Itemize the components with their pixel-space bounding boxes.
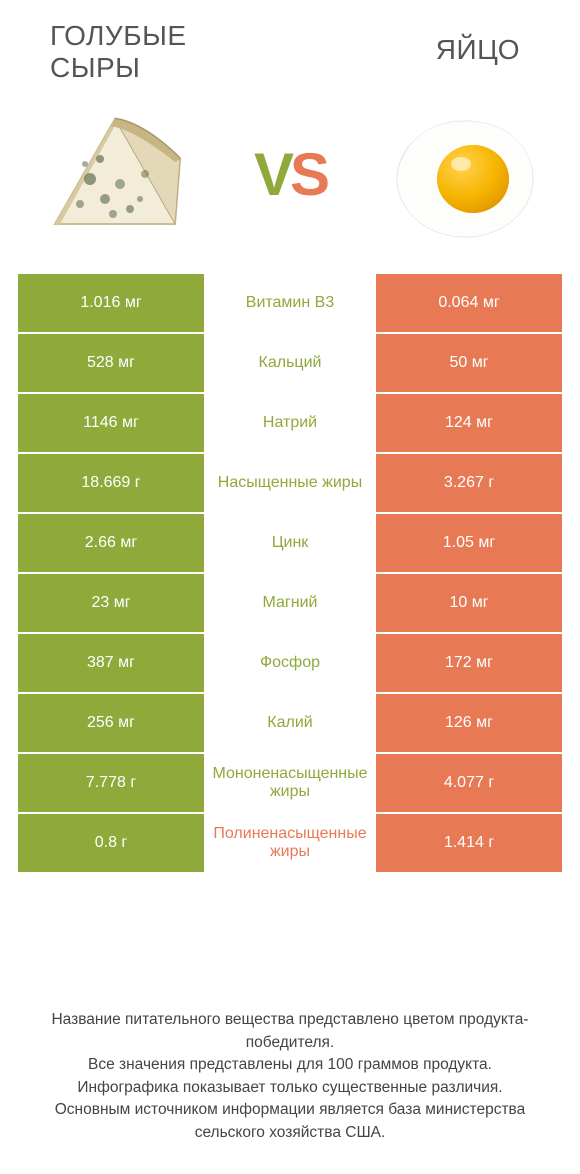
- right-product-title: ЯЙЦО: [285, 20, 540, 66]
- right-value: 1.05 мг: [376, 514, 562, 572]
- left-value: 2.66 мг: [18, 514, 204, 572]
- left-value: 0.8 г: [18, 814, 204, 872]
- right-value: 0.064 мг: [376, 274, 562, 332]
- nutrient-table: 1.016 мгВитамин B30.064 мг528 мгКальций5…: [0, 274, 580, 872]
- table-row: 528 мгКальций50 мг: [18, 334, 562, 392]
- left-value: 7.778 г: [18, 754, 204, 812]
- table-row: 1146 мгНатрий124 мг: [18, 394, 562, 452]
- right-value: 172 мг: [376, 634, 562, 692]
- vs-v: V: [254, 141, 290, 208]
- left-product-title: ГОЛУБЫЕСЫРЫ: [40, 20, 285, 84]
- nutrient-name: Насыщенные жиры: [204, 454, 376, 512]
- blue-cheese-icon: [30, 99, 200, 249]
- left-value: 256 мг: [18, 694, 204, 752]
- footer-line-3: Инфографика показывает только существенн…: [18, 1077, 562, 1099]
- nutrient-name: Цинк: [204, 514, 376, 572]
- left-value: 18.669 г: [18, 454, 204, 512]
- table-row: 7.778 гМононенасыщенные жиры4.077 г: [18, 754, 562, 812]
- footer-line-1: Название питательного вещества представл…: [18, 1009, 562, 1054]
- left-value: 528 мг: [18, 334, 204, 392]
- table-row: 23 мгМагний10 мг: [18, 574, 562, 632]
- footer-notes: Название питательного вещества представл…: [0, 1009, 580, 1144]
- left-value: 23 мг: [18, 574, 204, 632]
- nutrient-name: Натрий: [204, 394, 376, 452]
- right-value: 1.414 г: [376, 814, 562, 872]
- table-row: 256 мгКалий126 мг: [18, 694, 562, 752]
- left-value: 1146 мг: [18, 394, 204, 452]
- vs-s: S: [290, 141, 326, 208]
- nutrient-name: Калий: [204, 694, 376, 752]
- table-row: 387 мгФосфор172 мг: [18, 634, 562, 692]
- comparison-header: ГОЛУБЫЕСЫРЫ ЯЙЦО: [0, 0, 580, 84]
- right-value: 4.077 г: [376, 754, 562, 812]
- footer-line-4: Основным источником информации является …: [18, 1099, 562, 1144]
- table-row: 0.8 гПолиненасыщенные жиры1.414 г: [18, 814, 562, 872]
- right-value: 3.267 г: [376, 454, 562, 512]
- nutrient-name: Мононенасыщенные жиры: [204, 754, 376, 812]
- fried-egg-icon: [380, 99, 550, 249]
- right-value: 124 мг: [376, 394, 562, 452]
- right-value: 50 мг: [376, 334, 562, 392]
- nutrient-name: Кальций: [204, 334, 376, 392]
- images-row: VS: [0, 84, 580, 274]
- right-value: 126 мг: [376, 694, 562, 752]
- nutrient-name: Фосфор: [204, 634, 376, 692]
- footer-line-2: Все значения представлены для 100 граммо…: [18, 1054, 562, 1076]
- table-row: 2.66 мгЦинк1.05 мг: [18, 514, 562, 572]
- table-row: 18.669 гНасыщенные жиры3.267 г: [18, 454, 562, 512]
- nutrient-name: Витамин B3: [204, 274, 376, 332]
- nutrient-name: Полиненасыщенные жиры: [204, 814, 376, 872]
- nutrient-name: Магний: [204, 574, 376, 632]
- right-value: 10 мг: [376, 574, 562, 632]
- table-row: 1.016 мгВитамин B30.064 мг: [18, 274, 562, 332]
- left-value: 387 мг: [18, 634, 204, 692]
- left-value: 1.016 мг: [18, 274, 204, 332]
- vs-label: VS: [254, 140, 326, 209]
